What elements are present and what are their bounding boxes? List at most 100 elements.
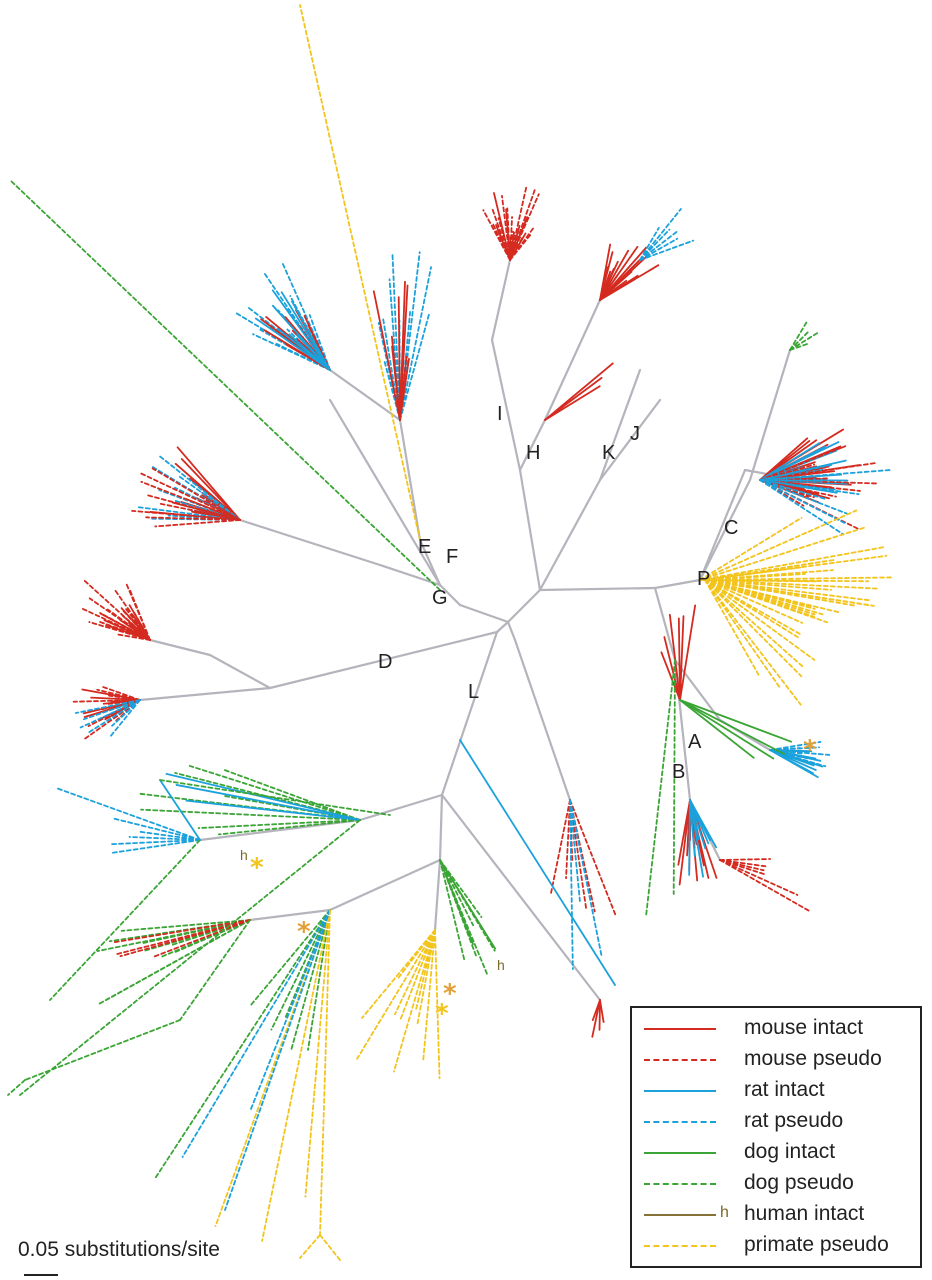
- leaf-branch: [111, 699, 141, 727]
- legend-label: primate pseudo: [744, 1233, 889, 1256]
- backbone-edge: [490, 338, 522, 472]
- legend-item-mouse-pseudo: mouse pseudo: [644, 1045, 914, 1075]
- leaf-branch: [699, 526, 866, 581]
- leaf-branch: [176, 446, 241, 521]
- leaf-branch: [74, 699, 141, 714]
- star-orange-bottom: *: [443, 979, 457, 1009]
- leaf-branch: [493, 192, 511, 261]
- leaf-branch: [7, 1079, 26, 1096]
- leaf-branch: [704, 579, 816, 610]
- backbone-edge: [506, 588, 542, 624]
- leaf-branch: [439, 859, 466, 961]
- leaf-branch: [151, 467, 241, 521]
- backbone-edge: [238, 518, 382, 567]
- leaf-branch: [704, 579, 816, 616]
- leaf-branch: [699, 509, 858, 581]
- leaf-branch: [393, 929, 436, 1073]
- leaf-branch: [391, 254, 401, 421]
- leaf-branch: [509, 232, 527, 261]
- leaf-branch: [290, 909, 331, 1050]
- leaf-branch: [165, 773, 361, 821]
- leaf-branch: [569, 799, 581, 902]
- leaf-branch: [704, 579, 816, 661]
- leaf-branch: [495, 224, 511, 261]
- leaf-branch: [49, 839, 201, 1001]
- leaf-branch: [759, 442, 821, 481]
- leaf-branch: [9, 179, 441, 591]
- leaf-branch: [399, 357, 410, 421]
- backbone-edge: [538, 478, 602, 592]
- clade-label-a: A: [688, 731, 702, 753]
- leaf-branch: [115, 633, 151, 641]
- leaf-branch: [704, 554, 888, 581]
- leaf-branch: [249, 909, 331, 1111]
- leaf-branch: [19, 819, 361, 1096]
- leaf-branch: [769, 749, 806, 763]
- star-orange-right: *: [803, 735, 817, 765]
- leaf-branch: [147, 494, 241, 521]
- leaf-branch: [140, 472, 241, 521]
- legend-item-dog-pseudo: dog pseudo: [644, 1169, 914, 1199]
- leaf-branch: [83, 699, 141, 721]
- legend-label: rat intact: [744, 1078, 825, 1101]
- scale-bar: 0.05 substitutions/site: [18, 1238, 220, 1276]
- leaf-branch: [759, 441, 840, 481]
- clade-label-d: D: [378, 651, 392, 673]
- backbone-edge: [328, 368, 402, 422]
- leaf-branch: [719, 859, 799, 896]
- backbone-edge: [598, 368, 642, 482]
- leaf-branch: [704, 579, 781, 688]
- leaf-branch: [24, 1019, 181, 1081]
- leaf-branch: [759, 461, 879, 481]
- backbone-edge: [328, 858, 442, 912]
- backbone-edge: [418, 538, 442, 587]
- leaf-branch: [111, 839, 201, 854]
- leaf-branch: [759, 479, 837, 498]
- backbone-edge: [440, 630, 499, 797]
- legend-swatch: [644, 1183, 716, 1185]
- legend-swatch: [644, 1121, 716, 1123]
- legend-label: human intact: [744, 1202, 865, 1225]
- leaf-branch: [159, 502, 241, 521]
- leaf-branch: [115, 919, 251, 956]
- backbone-edge: [673, 658, 722, 722]
- leaf-branch: [509, 216, 529, 261]
- leaf-branch: [789, 330, 810, 351]
- legend-label: mouse intact: [744, 1016, 864, 1039]
- leaf-branch: [99, 612, 151, 641]
- clade-label-f: F: [446, 546, 458, 568]
- leaf-branch: [319, 1234, 341, 1261]
- leaf-branch: [175, 784, 361, 821]
- leaf-branch: [704, 579, 870, 583]
- leaf-branch: [679, 699, 775, 760]
- leaf-branch: [599, 264, 660, 301]
- leaf-branch: [307, 909, 331, 1051]
- leaf-branch: [759, 449, 837, 481]
- leaf-branch: [704, 579, 802, 706]
- leaf-branch: [704, 569, 834, 581]
- legend-swatch: [644, 1214, 716, 1216]
- backbone-edge: [433, 858, 442, 932]
- backbone-edge: [653, 586, 677, 662]
- leaf-branch: [112, 817, 201, 841]
- leaf-branch: [719, 859, 812, 913]
- leaf-branch: [81, 688, 141, 701]
- tree-leaves: [7, 4, 895, 1261]
- leaf-branch: [131, 509, 241, 521]
- leaf-branch: [639, 237, 679, 261]
- leaf-branch: [565, 799, 571, 880]
- leaf-branch: [699, 516, 803, 581]
- clade-label-h: H: [526, 442, 540, 464]
- legend-swatch: [644, 1059, 716, 1061]
- leaf-branch: [197, 819, 361, 829]
- leaf-branch: [459, 739, 616, 986]
- leaf-branch: [304, 909, 331, 1198]
- leaf-branch: [704, 579, 800, 639]
- legend-swatch: [644, 1090, 716, 1092]
- leaf-branch: [154, 519, 241, 528]
- leaf-branch: [668, 613, 681, 701]
- leaf-branch: [181, 909, 331, 1158]
- leaf-branch: [660, 651, 681, 701]
- star-yellow-bottom: *: [435, 999, 449, 1029]
